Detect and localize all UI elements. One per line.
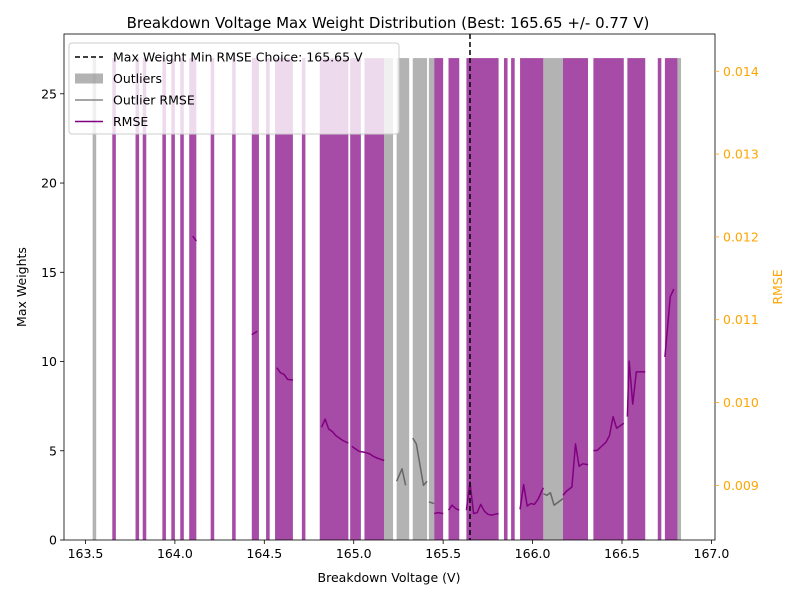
y2-tick-label: 0.013 (723, 147, 759, 162)
weight-bar (627, 58, 646, 540)
y-tick-label: 10 (41, 354, 57, 369)
weight-bar (657, 58, 662, 540)
outlier-bar (412, 58, 428, 540)
y-tick-label: 0 (49, 533, 57, 548)
legend-label: RMSE (113, 114, 148, 129)
x-tick-label: 167.0 (694, 546, 730, 561)
y-tick-label: 15 (41, 265, 57, 280)
y2-tick-label: 0.009 (723, 478, 759, 493)
weight-bar (503, 58, 508, 540)
x-tick-label: 166.5 (604, 546, 640, 561)
y-axis-label: Max Weights (14, 247, 29, 327)
legend-label: Outlier RMSE (113, 93, 195, 108)
weight-bar (350, 58, 361, 540)
weight-bar (664, 58, 678, 540)
y2-tick-label: 0.010 (723, 395, 759, 410)
y-tick-label: 5 (49, 443, 57, 458)
outlier-bar (677, 58, 682, 540)
weight-bar (593, 58, 624, 540)
rmse-line (593, 415, 625, 452)
rmse-line (192, 235, 197, 242)
weight-bar (466, 58, 499, 540)
x-tick-label: 165.0 (336, 546, 372, 561)
rmse-line (351, 445, 385, 462)
weight-bar (319, 58, 349, 540)
weight-bar (210, 58, 215, 540)
weight-bar (162, 58, 166, 540)
rmse-line (465, 481, 499, 516)
weight-bar (112, 58, 116, 540)
weight-bar (275, 58, 293, 540)
rmse-line (251, 330, 258, 336)
weight-bar (511, 58, 515, 540)
rmse-line (447, 504, 460, 511)
weight-bar (364, 58, 385, 540)
x-tick-label: 164.5 (246, 546, 282, 561)
y2-tick-label: 0.011 (723, 312, 759, 327)
outlier-bar (428, 58, 435, 540)
rmse-line (276, 367, 294, 381)
x-axis-label: Breakdown Voltage (V) (318, 570, 461, 585)
weight-bar (251, 58, 259, 540)
plot-frame (63, 33, 716, 541)
weight-bar (232, 58, 236, 540)
y2-tick-label: 0.012 (723, 229, 759, 244)
x-tick-label: 164.0 (157, 546, 193, 561)
x-tick-label: 166.0 (515, 546, 551, 561)
outlier-rmse-line (542, 492, 564, 506)
legend-box (68, 42, 400, 135)
rmse-line (562, 443, 589, 496)
weight-bar (434, 58, 444, 540)
outlier-rmse-line (395, 468, 407, 486)
legend-label: Outliers (113, 71, 162, 86)
y2-tick-label: 0.014 (723, 64, 759, 79)
legend-label: Max Weight Min RMSE Choice: 165.65 V (113, 50, 363, 65)
y-tick-label: 20 (41, 176, 57, 191)
outlier-rmse-line (428, 501, 435, 505)
outlier-bar (384, 58, 394, 540)
legend-outlier-swatch (75, 73, 103, 84)
weight-bar (142, 58, 147, 540)
rmse-line (664, 288, 675, 358)
rmse-line (434, 511, 444, 515)
outlier-bar (543, 58, 563, 540)
weight-bar (520, 58, 544, 540)
rmse-line (320, 418, 349, 444)
outlier-rmse-line (412, 437, 428, 487)
outlier-bar (92, 58, 97, 540)
weight-bar (189, 58, 197, 540)
rmse-line (519, 483, 544, 510)
x-tick-label: 165.5 (425, 546, 461, 561)
legend: Max Weight Min RMSE Choice: 165.65 V Outl… (68, 42, 400, 135)
weight-bar (180, 58, 184, 540)
x-tick-label: 163.5 (68, 546, 104, 561)
outlier-bar (396, 58, 410, 540)
weight-bar (171, 58, 175, 540)
weight-bar (448, 58, 460, 540)
weight-bar (135, 58, 140, 540)
y2-axis-label: RMSE (770, 269, 785, 304)
chart-title: Breakdown Voltage Max Weight Distributio… (127, 14, 650, 32)
rmse-line (626, 360, 646, 417)
y-tick-label: 25 (41, 86, 57, 101)
weight-bar (266, 58, 270, 540)
weight-bar (562, 58, 589, 540)
weight-bar (301, 58, 306, 540)
